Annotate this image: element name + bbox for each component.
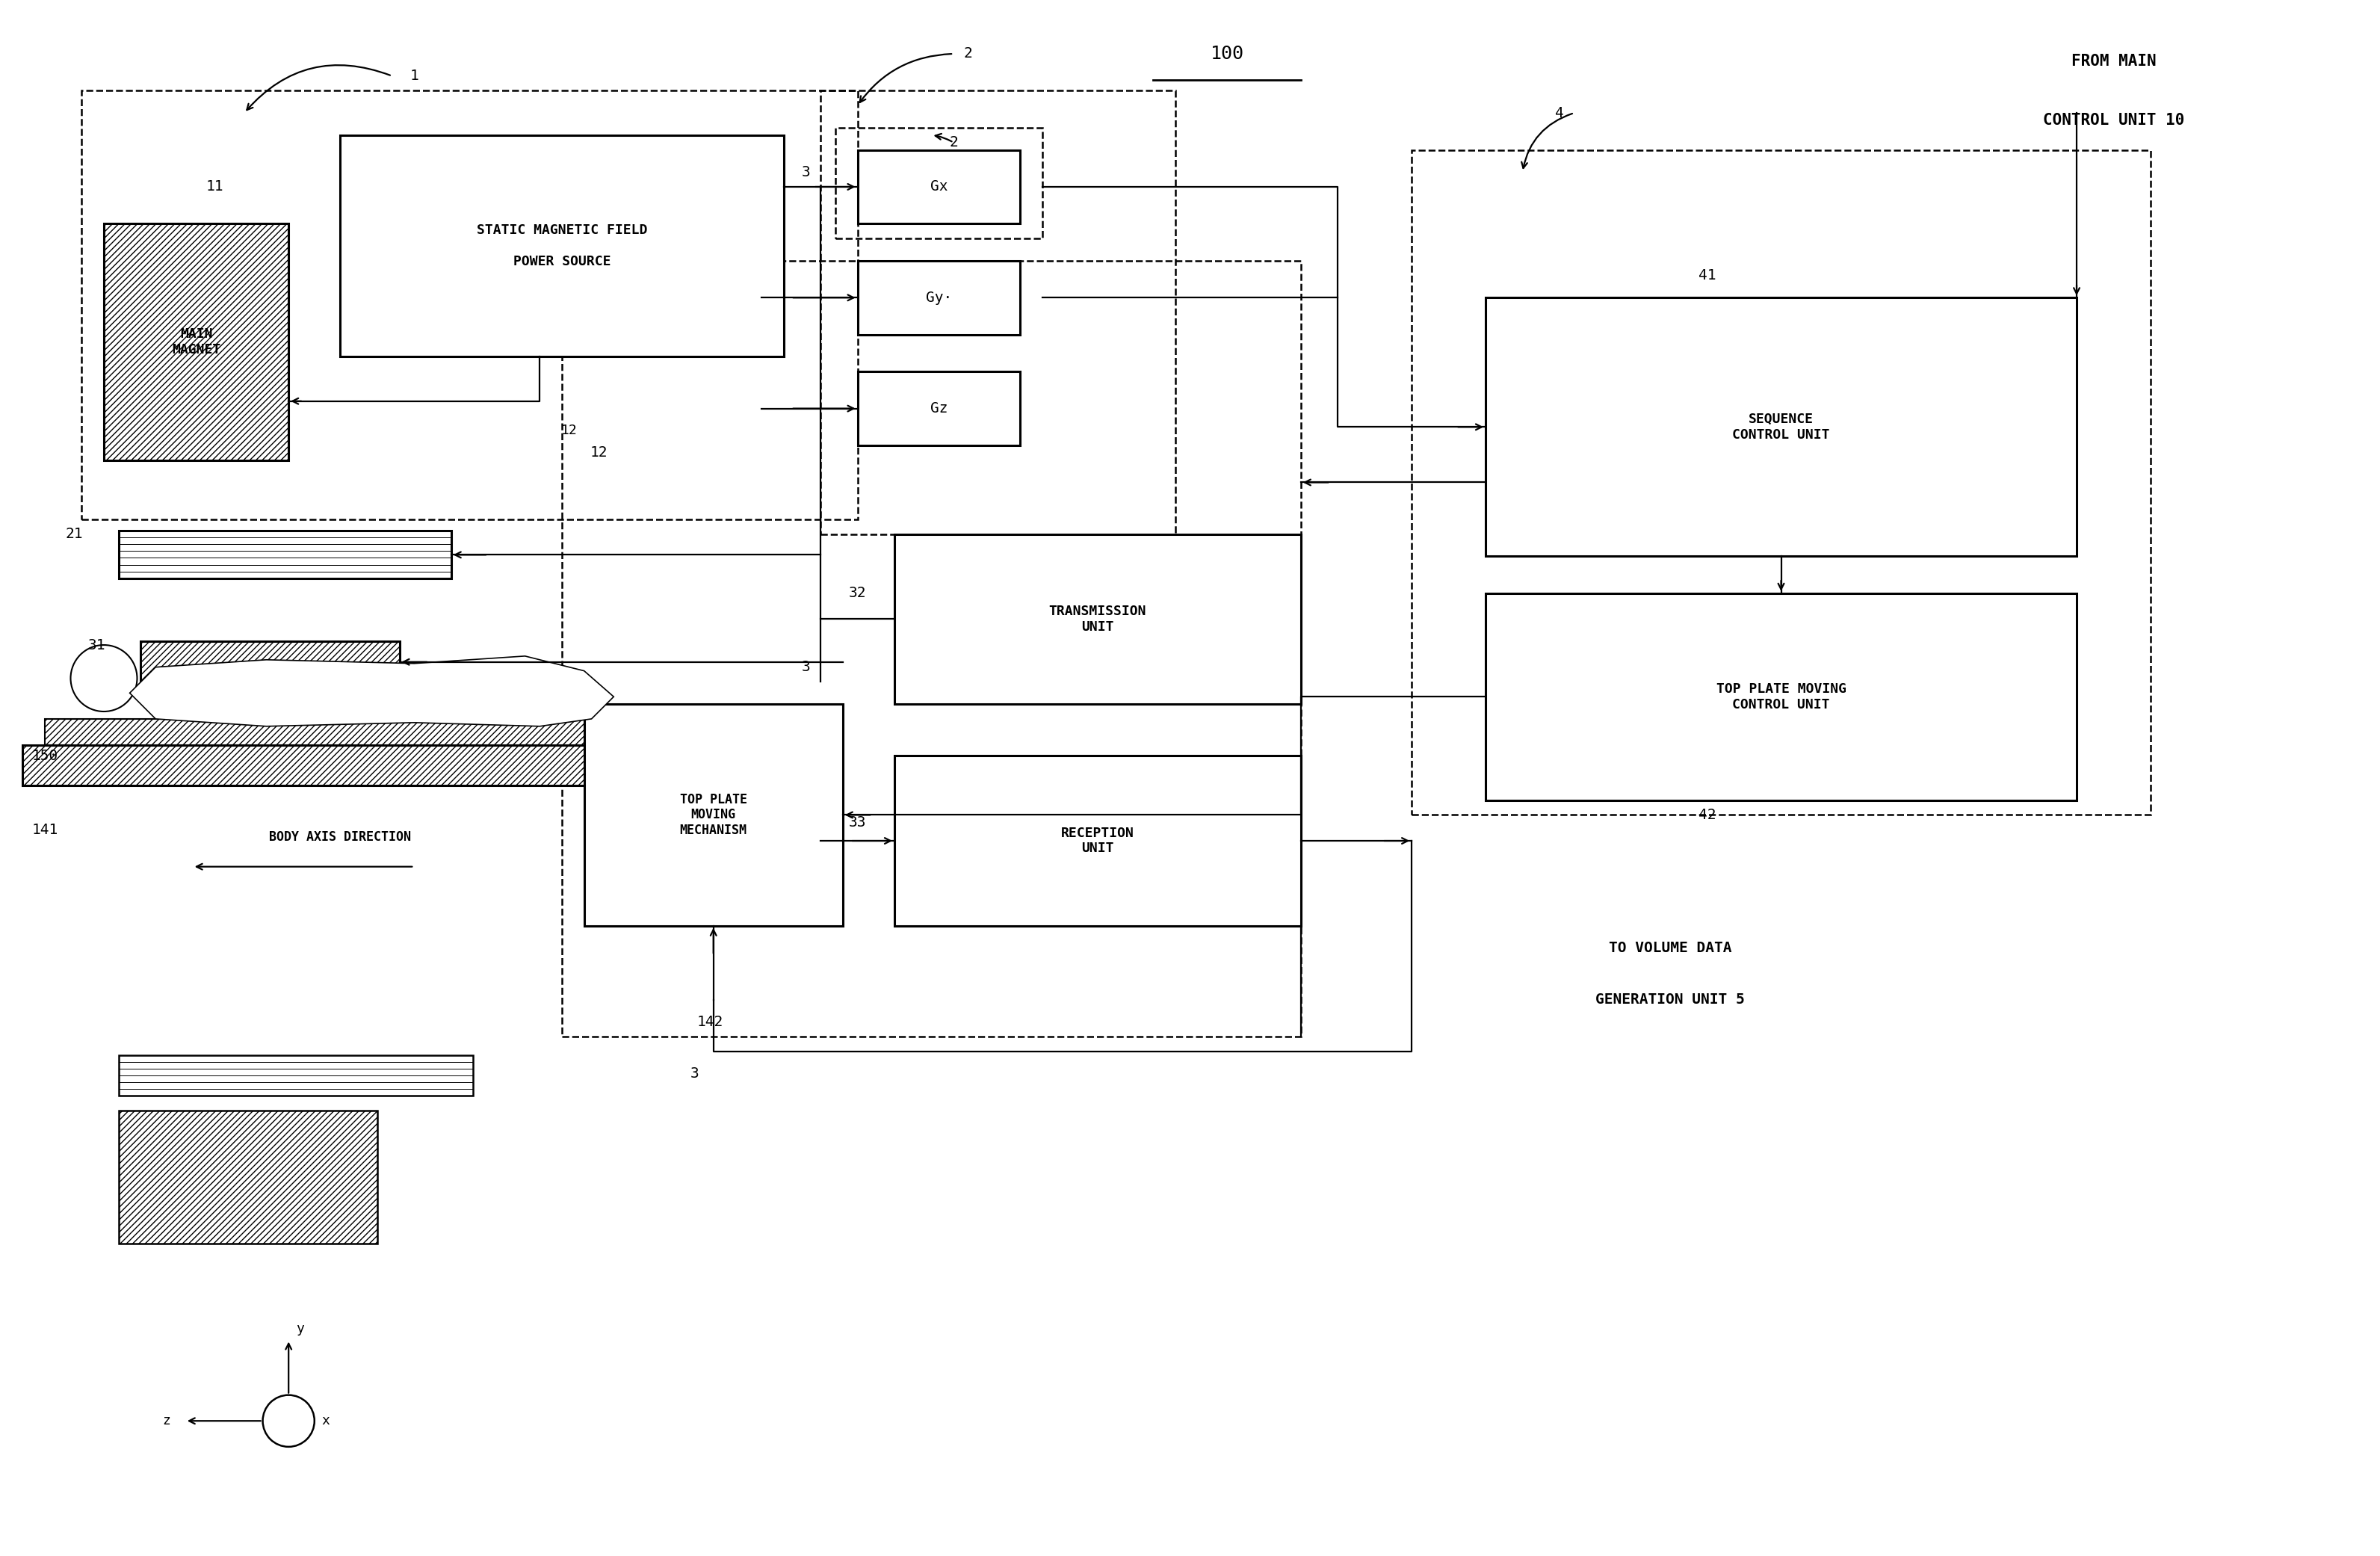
Text: SEQUENCE
CONTROL UNIT: SEQUENCE CONTROL UNIT	[1733, 412, 1830, 442]
Bar	[1411, 149, 2152, 815]
Text: 21: 21	[67, 527, 83, 541]
Circle shape	[262, 1396, 314, 1447]
Text: 142: 142	[697, 1015, 724, 1029]
Bar	[81, 90, 857, 520]
Text: Gy·: Gy·	[926, 291, 952, 305]
Bar	[119, 1055, 474, 1095]
Text: Gx: Gx	[931, 180, 947, 194]
Bar	[45, 719, 600, 745]
Text: 1: 1	[409, 68, 419, 82]
Text: 32: 32	[850, 587, 866, 601]
Text: 2: 2	[964, 47, 973, 61]
Text: 100: 100	[1209, 45, 1245, 62]
Text: BODY AXIS DIRECTION: BODY AXIS DIRECTION	[269, 831, 412, 843]
Text: CONTROL UNIT 10: CONTROL UNIT 10	[2042, 114, 2185, 128]
Bar	[857, 372, 1021, 445]
Text: RECEPTION
UNIT: RECEPTION UNIT	[1061, 826, 1135, 856]
Bar	[21, 745, 688, 786]
Text: 3: 3	[802, 660, 809, 674]
Bar	[1485, 297, 2078, 557]
Bar	[562, 261, 1302, 1036]
Polygon shape	[131, 657, 614, 727]
Text: 12: 12	[590, 445, 607, 461]
Bar	[835, 128, 1042, 238]
Text: MAIN
MAGNET: MAIN MAGNET	[171, 327, 221, 356]
Bar	[821, 90, 1176, 534]
Text: 4: 4	[1554, 106, 1564, 120]
Text: FROM MAIN: FROM MAIN	[2071, 54, 2156, 68]
Text: 141: 141	[31, 823, 57, 837]
Text: Gz: Gz	[931, 401, 947, 415]
Text: GENERATION UNIT 5: GENERATION UNIT 5	[1595, 993, 1745, 1007]
Bar	[119, 531, 452, 579]
Text: 33: 33	[850, 815, 866, 829]
Text: 31: 31	[88, 638, 105, 652]
Bar	[1485, 593, 2078, 800]
Bar	[119, 1111, 378, 1243]
Bar	[583, 705, 843, 926]
Bar	[140, 641, 400, 682]
Text: y: y	[295, 1321, 305, 1335]
Bar	[895, 756, 1302, 926]
Text: 3: 3	[690, 1066, 700, 1081]
Text: 41: 41	[1699, 268, 1716, 283]
Text: 2: 2	[950, 135, 959, 149]
Text: TO VOLUME DATA: TO VOLUME DATA	[1609, 941, 1733, 955]
Text: TOP PLATE
MOVING
MECHANISM: TOP PLATE MOVING MECHANISM	[681, 792, 747, 837]
Text: STATIC MAGNETIC FIELD

POWER SOURCE: STATIC MAGNETIC FIELD POWER SOURCE	[476, 224, 647, 268]
Text: 12: 12	[562, 423, 578, 437]
Text: TRANSMISSION
UNIT: TRANSMISSION UNIT	[1050, 605, 1147, 633]
Bar	[105, 224, 288, 461]
Text: 150: 150	[31, 748, 57, 762]
Bar	[895, 534, 1302, 705]
Text: TOP PLATE MOVING
CONTROL UNIT: TOP PLATE MOVING CONTROL UNIT	[1716, 682, 1847, 711]
Circle shape	[71, 646, 138, 711]
Text: x: x	[321, 1414, 331, 1428]
Text: 3: 3	[802, 165, 809, 179]
Bar	[340, 135, 783, 356]
Text: 42: 42	[1699, 808, 1716, 822]
Text: z: z	[162, 1414, 171, 1428]
Bar	[857, 149, 1021, 224]
Bar	[857, 261, 1021, 335]
Text: 11: 11	[207, 180, 224, 194]
